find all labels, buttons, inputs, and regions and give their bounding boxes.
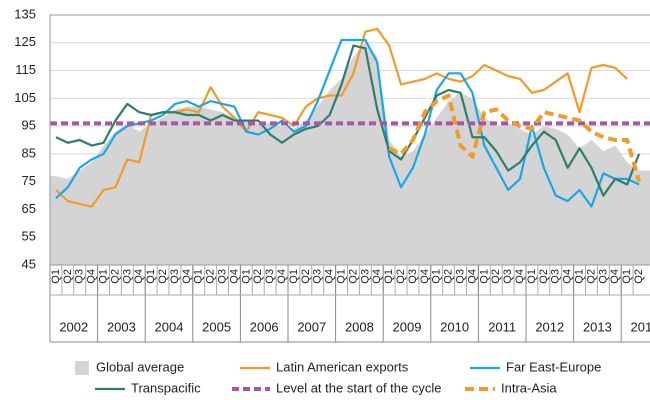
- x-tick-label: Q2: [205, 269, 217, 284]
- year-label: 2014: [631, 319, 650, 334]
- x-tick-label: Q1: [288, 269, 300, 284]
- x-tick-label: Q4: [609, 269, 621, 284]
- x-tick-label: Q1: [145, 269, 157, 284]
- x-tick-label: Q1: [335, 269, 347, 284]
- x-tick-label: Q2: [157, 269, 169, 284]
- x-tick-label: Q1: [193, 269, 205, 284]
- x-tick-label: Q1: [240, 269, 252, 284]
- x-tick-label: Q3: [502, 269, 514, 284]
- year-label: 2013: [583, 319, 612, 334]
- x-tick-label: Q4: [324, 269, 336, 284]
- y-tick-label: 45: [22, 256, 36, 271]
- legend-label: Global average: [96, 359, 184, 374]
- year-label: 2007: [297, 319, 326, 334]
- x-tick-label: Q2: [300, 269, 312, 284]
- x-tick-label: Q2: [443, 269, 455, 284]
- x-tick-label: Q2: [633, 269, 645, 284]
- dashed-line: [388, 93, 641, 183]
- x-tick-label: Q3: [264, 269, 276, 284]
- y-tick-label: 65: [22, 201, 36, 216]
- y-tick-label: 125: [14, 34, 36, 49]
- year-label: 2009: [393, 319, 422, 334]
- year-label: 2003: [107, 319, 136, 334]
- y-tick-label: 105: [14, 90, 36, 105]
- year-label: 2005: [202, 319, 231, 334]
- year-label: 2011: [488, 319, 516, 334]
- year-label: 2004: [155, 319, 184, 334]
- x-tick-label: Q1: [431, 269, 443, 284]
- line: [55, 38, 640, 208]
- y-tick-label: 95: [22, 118, 36, 133]
- legend-label: Intra-Asia: [501, 380, 557, 395]
- y-tick-label: 85: [22, 145, 36, 160]
- x-tick-label: Q3: [454, 269, 466, 284]
- x-tick-label: Q4: [86, 269, 98, 284]
- x-tick-label: Q2: [490, 269, 502, 284]
- legend-label: Level at the start of the cycle: [276, 380, 441, 395]
- year-label: 2012: [535, 319, 564, 334]
- legend-label: Transpacific: [131, 380, 201, 395]
- x-tick-label: Q1: [478, 269, 490, 284]
- legend-label: Latin American exports: [276, 359, 409, 374]
- x-tick-label: Q2: [395, 269, 407, 284]
- x-tick-label: Q3: [216, 269, 228, 284]
- x-tick-label: Q1: [383, 269, 395, 284]
- x-tick-label: Q3: [597, 269, 609, 284]
- x-tick-label: Q2: [109, 269, 121, 284]
- x-tick-label: Q1: [621, 269, 633, 284]
- x-tick-label: Q4: [514, 269, 526, 284]
- x-tick-label: Q3: [74, 269, 86, 284]
- y-tick-label: 135: [14, 6, 36, 21]
- plot-border: [49, 14, 650, 266]
- legend-swatch: [75, 361, 89, 375]
- area: [50, 42, 650, 266]
- x-tick-label: Q2: [252, 269, 264, 284]
- line: [55, 44, 641, 197]
- x-tick-label: Q4: [419, 269, 431, 284]
- x-tick-label: Q4: [276, 269, 288, 284]
- y-tick-label: 75: [22, 173, 36, 188]
- year-label: 2006: [250, 319, 279, 334]
- x-tick-label: Q2: [585, 269, 597, 284]
- x-tick-label: Q2: [347, 269, 359, 284]
- x-tick-label: Q3: [169, 269, 181, 284]
- x-tick-label: Q1: [573, 269, 585, 284]
- x-tick-label: Q4: [371, 269, 383, 284]
- x-tick-label: Q4: [133, 269, 145, 284]
- x-tick-label: Q2: [538, 269, 550, 284]
- y-tick-label: 115: [15, 62, 36, 77]
- x-tick-label: Q4: [228, 269, 240, 284]
- x-tick-label: Q3: [312, 269, 324, 284]
- x-tick-label: Q1: [526, 269, 538, 284]
- x-tick-label: Q4: [181, 269, 193, 284]
- year-label: 2010: [440, 319, 469, 334]
- year-label: 2008: [345, 319, 374, 334]
- x-tick-label: Q2: [62, 269, 74, 284]
- x-tick-label: Q1: [97, 269, 109, 284]
- x-tick-label: Q3: [407, 269, 419, 284]
- x-tick-label: Q4: [562, 269, 574, 284]
- x-tick-label: Q3: [359, 269, 371, 284]
- y-tick-label: 55: [22, 229, 36, 244]
- x-tick-label: Q3: [121, 269, 133, 284]
- x-tick-label: Q1: [50, 269, 62, 284]
- legend-label: Far East-Europe: [506, 359, 601, 374]
- year-label: 2002: [59, 319, 88, 334]
- x-tick-label: Q4: [466, 269, 478, 284]
- x-tick-label: Q3: [550, 269, 562, 284]
